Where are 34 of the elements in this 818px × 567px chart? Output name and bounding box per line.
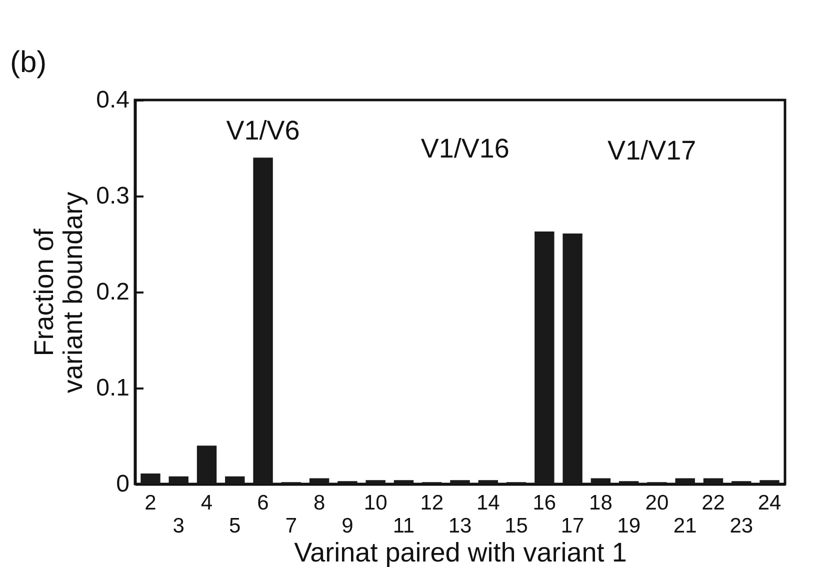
annotation: V1/V17: [608, 135, 696, 166]
x-tick-label: 23: [730, 514, 754, 538]
x-tick-label: 2: [144, 492, 156, 514]
x-tick-label: 4: [200, 492, 213, 514]
x-tick-label: 5: [229, 514, 241, 538]
x-tick-label: 17: [560, 514, 584, 538]
x-tick-label: 24: [758, 492, 782, 514]
y-tick-label: 0.1: [96, 374, 130, 402]
y-tick-label: 0.4: [96, 86, 130, 114]
x-tick-label: 19: [617, 514, 641, 538]
x-tick-label: 15: [504, 514, 528, 538]
x-tick-label: 6: [257, 492, 269, 514]
annotation: V1/V6: [226, 116, 300, 146]
x-tick-label: 3: [172, 514, 184, 538]
x-tick-label: 13: [448, 514, 472, 538]
x-tick-label: 11: [392, 514, 415, 538]
annotation: V1/V16: [420, 134, 510, 164]
x-tick-label: 18: [589, 492, 612, 514]
y-axis-title: Fraction of variant boundary: [29, 191, 88, 394]
x-tick-label: 12: [420, 492, 444, 514]
x-tick-label: 21: [673, 514, 697, 538]
x-tick-label: 7: [285, 514, 298, 538]
x-tick-label: 8: [313, 492, 326, 514]
chart-title: (b): [10, 46, 47, 79]
x-tick-label: 20: [645, 492, 669, 514]
y-tick-label: 0.3: [96, 182, 130, 210]
x-tick-label: 9: [342, 514, 354, 538]
y-tick-label: 0.2: [96, 278, 130, 306]
x-axis-title: Varinat paired with variant 1: [294, 538, 627, 567]
y-tick-label: 0: [116, 470, 130, 498]
x-tick-label: 16: [532, 492, 556, 514]
x-tick-label: 22: [702, 492, 725, 514]
x-tick-label: 10: [364, 492, 388, 514]
x-tick-label: 14: [476, 492, 500, 514]
